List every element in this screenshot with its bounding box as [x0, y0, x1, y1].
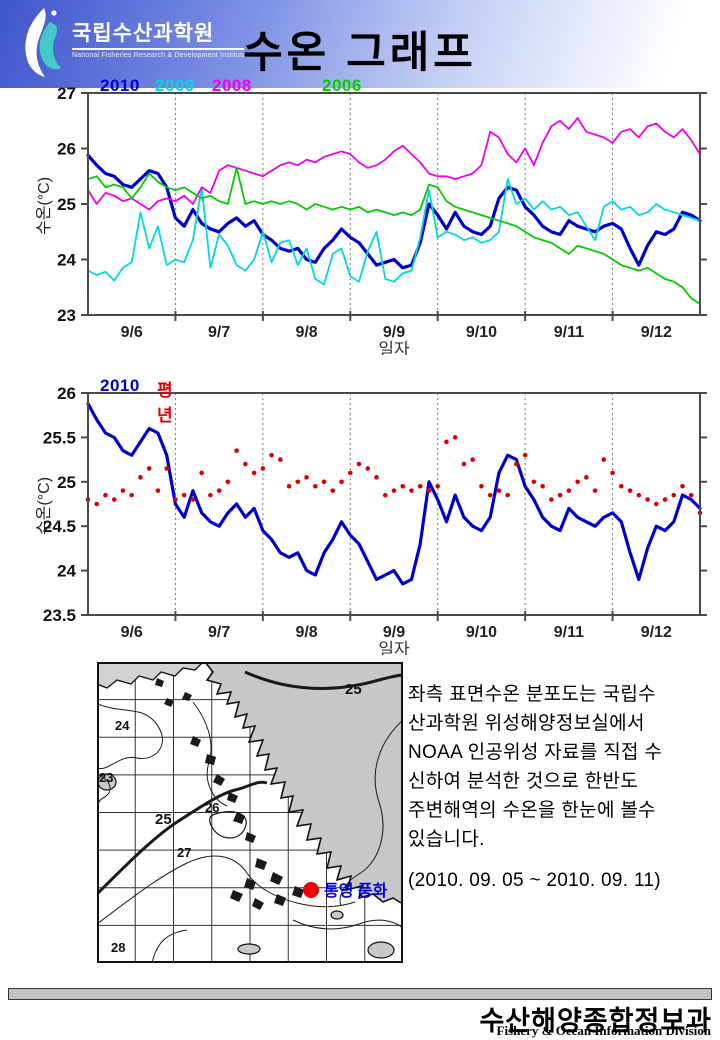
svg-text:23: 23 — [57, 306, 76, 325]
logo-text-block: 국립수산과학원 National Fisheries Research & De… — [72, 22, 246, 59]
svg-text:24: 24 — [57, 251, 76, 270]
svg-text:9/12: 9/12 — [641, 624, 672, 641]
svg-text:25: 25 — [345, 681, 362, 698]
svg-text:9/12: 9/12 — [641, 324, 672, 341]
chart1-y-axis-label: 수온(°C) — [36, 176, 53, 236]
isotherm-labels: 24 23 25 25 26 27 28 — [99, 681, 362, 955]
svg-text:25: 25 — [57, 195, 76, 214]
svg-text:25: 25 — [57, 473, 76, 492]
chart-2010-vs-normal: 23.5 24 24.5 25 25.5 26 9/6 9/7 9/8 9/9 9/10 9/11 9/… — [43, 385, 707, 655]
footer-department-korean: 수산해양종합정보과 — [479, 1006, 712, 1036]
svg-text:9/7: 9/7 — [208, 324, 230, 341]
header-banner: 국립수산과학원 National Fisheries Research & De… — [0, 0, 720, 88]
svg-text:9/8: 9/8 — [295, 324, 317, 341]
page-title: 수온 그래프 — [243, 29, 477, 77]
svg-text:9/11: 9/11 — [554, 624, 584, 641]
svg-text:27: 27 — [57, 85, 76, 103]
isotherm-lines — [97, 670, 403, 963]
svg-text:9/9: 9/9 — [383, 324, 405, 341]
chart-multi-year-temperature: 23 24 25 26 27 9/6 9/7 9/8 9/9 9/10 9/11 9/12 일자 — [57, 85, 707, 355]
svg-text:23: 23 — [99, 770, 113, 785]
svg-text:9/8: 9/8 — [295, 624, 317, 641]
description-line: 산과학원 위성해양정보실에서 — [408, 713, 645, 734]
legend-2008: 2008 — [212, 76, 252, 95]
description-line: 좌측 표면수온 분포도는 국립수 — [408, 684, 656, 705]
svg-text:9/6: 9/6 — [121, 324, 143, 341]
description-line: 있습니다. — [408, 829, 485, 850]
svg-text:9/7: 9/7 — [208, 624, 230, 641]
description-line: 신하여 분석한 것으로 한반도 — [408, 771, 639, 792]
offshore-islands — [97, 773, 395, 959]
svg-text:26: 26 — [57, 385, 76, 403]
svg-text:9/11: 9/11 — [554, 324, 584, 341]
chart2-y-axis-label: 수온(°C) — [36, 476, 53, 536]
legend-normal-year: 평년 — [157, 381, 174, 425]
svg-text:9/10: 9/10 — [466, 624, 497, 641]
korea-landmass — [203, 662, 403, 905]
svg-text:24: 24 — [57, 562, 76, 581]
svg-text:9/10: 9/10 — [466, 324, 497, 341]
svg-text:9/6: 9/6 — [121, 624, 143, 641]
logo-title: 국립수산과학원 — [72, 22, 215, 45]
footer-department-english: Fishery & Ocean Information Division — [496, 1023, 712, 1038]
description-line: NOAA 인공위성 자료를 직접 수 — [408, 742, 663, 763]
svg-text:26: 26 — [57, 140, 76, 159]
fish-swoosh-icon — [25, 8, 61, 77]
footer-divider-bar — [8, 988, 712, 1000]
west-coast-strip — [97, 662, 204, 689]
svg-text:24: 24 — [115, 718, 130, 733]
svg-text:9/9: 9/9 — [383, 624, 405, 641]
legend-2010: 2010 — [100, 76, 140, 95]
svg-text:일자: 일자 — [378, 640, 410, 655]
description-line: 주변해역의 수온을 한눈에 볼수 — [408, 800, 656, 821]
station-label: 통영 풍화 — [324, 881, 388, 900]
legend-2009: 2009 — [155, 76, 195, 95]
map-border — [97, 662, 403, 963]
svg-text:25.5: 25.5 — [43, 428, 76, 447]
svg-text:일자: 일자 — [378, 340, 410, 355]
svg-text:23.5: 23.5 — [43, 606, 76, 625]
sst-contour-map: 24 23 25 25 26 27 28 통영 풍화 — [97, 662, 403, 963]
legend-2006: 2006 — [322, 76, 362, 95]
island-cluster — [155, 678, 304, 910]
logo-subtitle: National Fisheries Research & Developmen… — [72, 52, 247, 59]
legend-2010: 2010 — [100, 376, 140, 395]
svg-text:27: 27 — [177, 845, 191, 860]
svg-text:25: 25 — [155, 811, 172, 828]
svg-text:26: 26 — [205, 800, 219, 815]
svg-text:24.5: 24.5 — [43, 517, 76, 536]
svg-text:28: 28 — [111, 940, 125, 955]
logo-divider — [72, 48, 244, 50]
description-period: (2010. 09. 05 ~ 2010. 09. 11) — [408, 870, 661, 891]
station-marker-dot — [303, 882, 319, 898]
nfrdi-logo: 국립수산과학원 National Fisheries Research & De… — [14, 4, 264, 84]
